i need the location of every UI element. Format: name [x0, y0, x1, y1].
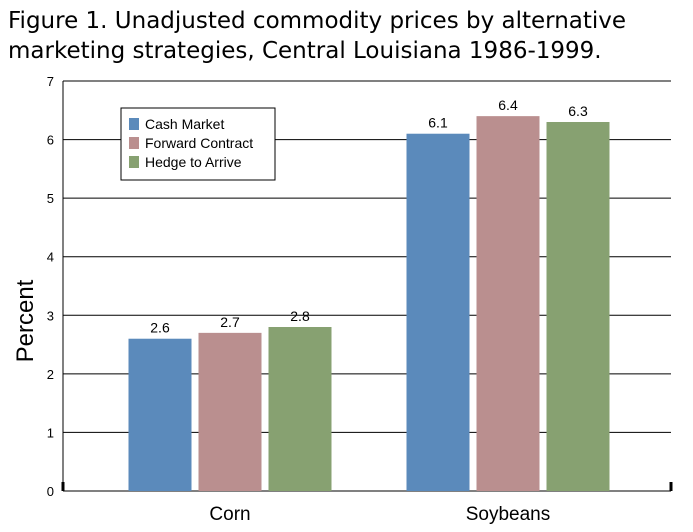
data-label: 2.6: [150, 320, 170, 336]
data-label: 6.3: [568, 103, 588, 119]
legend-label: Cash Market: [145, 116, 224, 132]
y-tick-label: 3: [47, 308, 54, 323]
y-tick-label: 4: [47, 250, 54, 265]
data-label: 2.7: [220, 314, 240, 330]
legend-label: Forward Contract: [145, 135, 253, 151]
legend-swatch: [129, 156, 139, 168]
legend-swatch: [129, 137, 139, 149]
x-category-label: Soybeans: [466, 504, 551, 525]
legend-swatch: [129, 118, 139, 130]
data-label: 2.8: [290, 308, 310, 324]
bar: [476, 116, 540, 492]
y-tick-label: 5: [47, 191, 54, 206]
y-axis-title: Percent: [12, 279, 39, 362]
bar: [128, 338, 192, 491]
legend-label: Hedge to Arrive: [145, 154, 242, 170]
y-tick-label: 2: [47, 367, 54, 382]
y-tick-label: 7: [47, 74, 54, 89]
x-category-label: Corn: [209, 504, 250, 525]
bar: [268, 327, 332, 491]
legend-box: [120, 107, 276, 181]
y-tick-label: 1: [47, 425, 54, 440]
figure-title-line-1: Figure 1. Unadjusted commodity prices by…: [8, 8, 627, 34]
data-label: 6.1: [428, 115, 448, 131]
bar: [406, 133, 470, 491]
bar: [198, 332, 262, 491]
y-tick-label: 6: [47, 133, 54, 148]
bar: [546, 122, 610, 491]
data-label: 6.4: [498, 97, 518, 113]
y-tick-label: 0: [47, 484, 54, 499]
figure-title-line-2: marketing strategies, Central Louisiana …: [8, 38, 602, 64]
figure-title: Figure 1. Unadjusted commodity prices by…: [8, 6, 688, 66]
